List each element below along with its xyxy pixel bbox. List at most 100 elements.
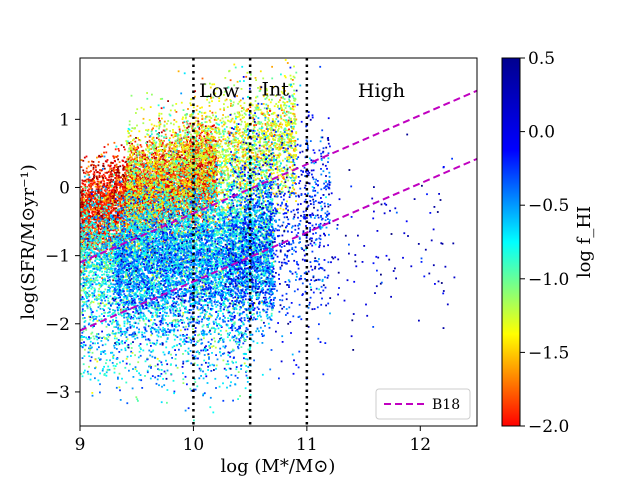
- data-point: [207, 185, 210, 188]
- data-point: [196, 140, 199, 143]
- data-point: [183, 167, 185, 169]
- data-point: [85, 155, 88, 158]
- data-point: [118, 178, 120, 181]
- data-point: [88, 194, 91, 197]
- data-point: [206, 170, 209, 172]
- data-point: [183, 215, 186, 217]
- data-point: [183, 137, 186, 139]
- data-point: [150, 189, 153, 192]
- data-point: [182, 176, 185, 178]
- data-point: [85, 236, 88, 239]
- data-point: [156, 165, 159, 168]
- data-point: [94, 191, 97, 194]
- data-point: [112, 168, 115, 171]
- data-point: [174, 192, 176, 195]
- data-point: [117, 176, 120, 179]
- data-point: [157, 191, 160, 194]
- data-point: [163, 194, 165, 196]
- data-point: [196, 214, 198, 217]
- data-point: [102, 184, 104, 187]
- data-point: [92, 161, 95, 163]
- data-point: [169, 176, 172, 179]
- data-point: [118, 180, 121, 182]
- data-point: [203, 153, 206, 156]
- data-point: [106, 210, 108, 213]
- data-point: [84, 185, 87, 188]
- data-point: [84, 200, 87, 202]
- data-point: [107, 179, 110, 181]
- data-point: [111, 180, 113, 183]
- data-point: [87, 221, 89, 223]
- data-point: [186, 207, 189, 210]
- data-point: [122, 194, 125, 196]
- data-point: [80, 231, 82, 233]
- data-point: [150, 148, 153, 150]
- data-point: [85, 180, 88, 183]
- data-point: [83, 171, 85, 174]
- data-point: [105, 208, 108, 211]
- data-point: [209, 164, 212, 166]
- data-point: [105, 226, 108, 228]
- data-point: [168, 148, 171, 150]
- data-point: [103, 146, 106, 148]
- data-point: [97, 223, 99, 226]
- data-point: [124, 179, 127, 182]
- data-point: [209, 160, 212, 163]
- data-point: [214, 150, 217, 153]
- data-point: [182, 188, 184, 191]
- data-point: [109, 202, 112, 205]
- data-point: [139, 178, 142, 181]
- data-point: [109, 200, 112, 202]
- data-point: [101, 204, 103, 206]
- data-point: [143, 221, 146, 224]
- data-point: [106, 220, 108, 223]
- data-point: [171, 199, 174, 202]
- data-point: [140, 145, 143, 148]
- data-point: [167, 100, 169, 102]
- data-point: [102, 177, 105, 179]
- data-point: [197, 177, 200, 179]
- data-point: [89, 230, 92, 233]
- data-point: [157, 167, 160, 170]
- data-point: [102, 178, 104, 181]
- data-point: [213, 118, 216, 121]
- data-point: [200, 159, 203, 161]
- data-point: [99, 180, 101, 183]
- data-point: [108, 189, 111, 192]
- data-point: [99, 197, 102, 200]
- data-point: [204, 125, 207, 128]
- data-point: [104, 185, 106, 188]
- data-point: [187, 163, 190, 166]
- data-point: [115, 172, 118, 175]
- data-point: [160, 145, 163, 148]
- data-point: [100, 207, 103, 210]
- data-point: [81, 241, 84, 244]
- data-point: [113, 141, 116, 144]
- data-point: [142, 169, 145, 172]
- data-point: [106, 184, 109, 186]
- data-point: [80, 189, 83, 192]
- data-point: [192, 178, 194, 180]
- data-point: [125, 202, 127, 205]
- data-point: [153, 155, 155, 158]
- data-point: [95, 175, 98, 178]
- data-point: [174, 145, 177, 148]
- data-point: [208, 119, 211, 122]
- data-point: [89, 193, 92, 196]
- data-point: [158, 138, 160, 141]
- data-point: [96, 186, 99, 188]
- data-point: [99, 193, 102, 196]
- data-point: [100, 153, 103, 156]
- data-point: [174, 142, 176, 145]
- data-point: [93, 171, 96, 173]
- data-point: [120, 189, 122, 192]
- data-point: [189, 145, 192, 147]
- data-point: [137, 195, 140, 198]
- data-point: [171, 147, 174, 150]
- data-point: [138, 139, 141, 141]
- data-point: [145, 156, 148, 159]
- data-point: [155, 174, 158, 176]
- data-point: [131, 208, 133, 211]
- data-point: [140, 189, 143, 192]
- data-point: [175, 148, 178, 151]
